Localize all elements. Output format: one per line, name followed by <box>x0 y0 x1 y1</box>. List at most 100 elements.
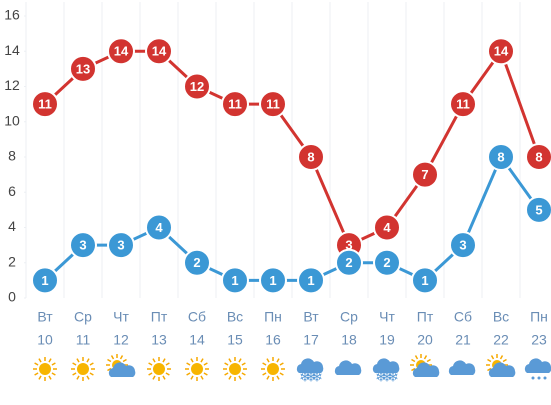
cloud <box>334 360 362 375</box>
x-tick-label: Пн <box>530 309 548 325</box>
data-label: 8 <box>307 149 314 164</box>
sun-ray <box>262 362 267 366</box>
date-label: 22 <box>493 332 509 348</box>
sun-ray <box>266 375 270 380</box>
sun-ray <box>119 355 124 360</box>
x-tick-label: Вс <box>227 309 243 325</box>
x-tick-label: Вт <box>37 309 53 325</box>
sun-ray <box>48 358 52 363</box>
sun-ray <box>122 358 127 363</box>
point <box>411 160 439 189</box>
data-label: 5 <box>535 202 542 217</box>
point <box>221 90 249 119</box>
sun-ray <box>152 358 156 363</box>
snowflake: ❄ <box>299 369 311 385</box>
point <box>107 231 135 260</box>
sun-ray <box>38 375 42 380</box>
point <box>183 248 211 277</box>
data-label: 13 <box>76 61 90 76</box>
point <box>411 266 439 295</box>
date-label: 14 <box>189 332 205 348</box>
point <box>259 90 287 119</box>
sun-ray <box>186 362 191 366</box>
sun-ray <box>148 372 153 376</box>
x-tick-label: Чт <box>379 309 395 325</box>
data-label: 1 <box>421 273 428 288</box>
weather-icon <box>448 360 476 375</box>
raindrop <box>531 376 535 380</box>
sun-ray <box>148 362 153 366</box>
y-tick-label: 4 <box>8 218 16 234</box>
data-label: 1 <box>41 273 48 288</box>
x-tick-label: Пн <box>264 309 282 325</box>
sun-ray <box>411 367 416 372</box>
sun-ray <box>487 358 492 363</box>
date-label: 23 <box>531 332 547 348</box>
sun-ray <box>110 355 115 360</box>
sun-ray <box>51 362 56 366</box>
sun-ray <box>89 362 94 366</box>
sun-ray <box>200 358 204 363</box>
weather-icon <box>223 357 247 381</box>
point <box>183 72 211 101</box>
sun-ray <box>279 362 284 366</box>
point <box>449 90 477 119</box>
sun-ray <box>34 362 39 366</box>
data-label: 11 <box>266 97 280 112</box>
sun-ray <box>238 375 242 380</box>
sun-ray <box>86 375 90 380</box>
data-label: 7 <box>421 167 428 182</box>
sun-disc <box>153 363 165 375</box>
y-tick-label: 10 <box>4 112 20 128</box>
x-tick-label: Пт <box>151 309 168 325</box>
sun-ray <box>241 372 246 376</box>
date-label: 15 <box>227 332 243 348</box>
sun-ray <box>76 358 80 363</box>
raindrop <box>543 376 547 380</box>
cloud <box>108 362 136 377</box>
x-tick-label: Сб <box>454 309 472 325</box>
date-label: 16 <box>265 332 281 348</box>
sun-ray <box>165 362 170 366</box>
sun-ray <box>76 375 80 380</box>
sun-ray <box>51 372 56 376</box>
date-label: 19 <box>379 332 395 348</box>
sun-ray <box>426 358 431 363</box>
date-label: 11 <box>76 332 91 348</box>
weather-icon <box>524 358 551 380</box>
sun-ray <box>423 355 428 360</box>
point <box>69 231 97 260</box>
sun-ray <box>200 375 204 380</box>
sun-ray <box>165 372 170 376</box>
sun-ray <box>203 362 208 366</box>
sun-ray <box>38 358 42 363</box>
sun-ray <box>34 372 39 376</box>
date-label: 13 <box>151 332 167 348</box>
snowflake: ❄ <box>375 369 387 385</box>
sun-ray <box>224 362 229 366</box>
sun-ray <box>276 358 280 363</box>
sun-ray <box>238 358 242 363</box>
y-tick-label: 0 <box>8 289 16 305</box>
sun-ray <box>48 375 52 380</box>
data-label: 2 <box>193 255 200 270</box>
data-label: 1 <box>269 273 276 288</box>
raindrop <box>537 376 541 380</box>
sun-ray <box>262 372 267 376</box>
weather-icon <box>334 360 362 375</box>
x-tick-label: Сб <box>188 309 206 325</box>
date-label: 12 <box>113 332 129 348</box>
cloud <box>488 362 516 377</box>
sun-ray <box>502 358 507 363</box>
snowflake: ❄ <box>305 369 317 385</box>
sun-ray <box>266 358 270 363</box>
x-tick-label: Ср <box>340 309 358 325</box>
date-label: 20 <box>417 332 433 348</box>
weather-icon <box>261 357 285 381</box>
weather-icon <box>185 357 209 381</box>
weather-icon <box>71 357 95 381</box>
sun-ray <box>228 358 232 363</box>
x-tick-label: Пт <box>417 309 434 325</box>
data-label: 14 <box>152 44 167 59</box>
data-label: 14 <box>114 44 129 59</box>
